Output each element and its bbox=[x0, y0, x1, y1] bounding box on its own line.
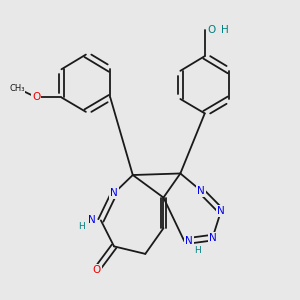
Text: O: O bbox=[208, 26, 216, 35]
Text: H: H bbox=[78, 221, 85, 230]
Text: N: N bbox=[209, 232, 216, 243]
Text: N: N bbox=[185, 236, 193, 246]
Text: O: O bbox=[32, 92, 40, 102]
Text: N: N bbox=[88, 215, 96, 225]
Text: H: H bbox=[194, 246, 201, 255]
Text: CH₃: CH₃ bbox=[9, 84, 25, 93]
Text: N: N bbox=[197, 186, 205, 196]
Text: N: N bbox=[110, 188, 118, 198]
Text: O: O bbox=[93, 265, 101, 275]
Text: H: H bbox=[221, 26, 229, 35]
Text: N: N bbox=[217, 206, 225, 216]
